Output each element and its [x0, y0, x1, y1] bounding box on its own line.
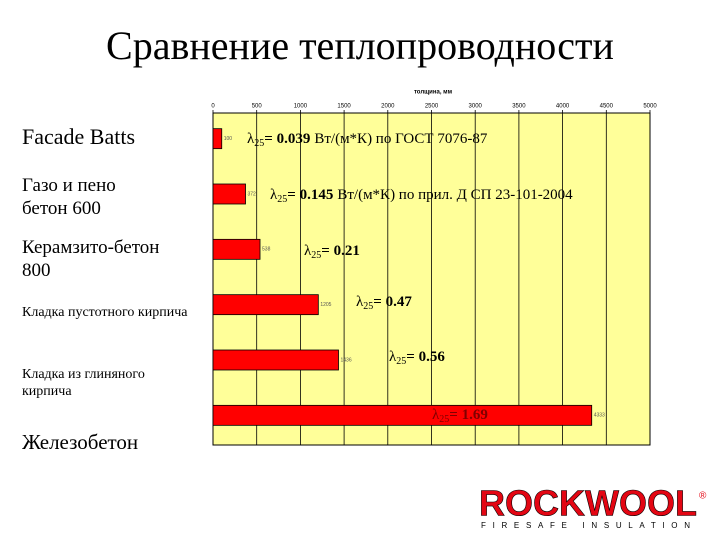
x-tick-label: 4500 — [600, 104, 614, 110]
value: = 0.56 — [406, 349, 445, 365]
value-label: 538 — [262, 247, 271, 253]
subscript: 25 — [311, 250, 321, 261]
x-tick-label: 1500 — [337, 104, 351, 110]
x-tick-label: 1000 — [294, 104, 308, 110]
logo-mark: ® — [699, 491, 707, 502]
subscript: 25 — [396, 356, 406, 367]
lambda: λ — [270, 187, 278, 203]
bar — [212, 404, 593, 426]
category-label: Кладка из глиняного кирпича — [22, 367, 145, 399]
subscript: 25 — [439, 414, 449, 425]
x-tick-label: 0 — [211, 104, 215, 110]
lambda: λ — [356, 294, 364, 310]
category-label: Керамзито-бетон 800 — [22, 237, 160, 281]
category-label: Кладка пустотного кирпича — [22, 305, 188, 320]
annotation: λ25= 0.56 — [389, 349, 445, 367]
subscript: 25 — [363, 301, 373, 312]
value-label: 100 — [224, 136, 233, 142]
subscript: 25 — [254, 138, 264, 149]
value-label: 4333 — [594, 413, 605, 419]
bar — [212, 183, 246, 205]
value: = 0.145 — [287, 187, 333, 203]
annotation: λ25= 1.69 — [432, 407, 488, 425]
value-label: 1436 — [341, 357, 352, 363]
x-tick-label: 5000 — [643, 104, 657, 110]
x-tick-label: 3500 — [512, 104, 526, 110]
bar — [212, 294, 319, 316]
logo-tagline: FIRESAFE INSULATION — [481, 521, 695, 530]
subscript: 25 — [277, 194, 287, 205]
lambda: λ — [389, 349, 397, 365]
value-label: 372 — [248, 191, 257, 197]
lambda: λ — [247, 131, 255, 147]
x-tick-label: 500 — [252, 104, 263, 110]
value: = 0.21 — [321, 243, 360, 259]
bar — [212, 128, 223, 150]
category-label: Facade Batts — [22, 124, 136, 149]
lambda: λ — [304, 243, 312, 259]
annotation: λ25= 0.039 Вт/(м*К) по ГОСТ 7076-87 — [247, 131, 488, 149]
bar — [212, 238, 261, 260]
value: = 0.039 — [264, 131, 310, 147]
bar — [212, 349, 339, 371]
value: = 0.47 — [373, 294, 412, 310]
slide-title: Сравнение теплопроводности — [106, 23, 614, 68]
x-tick-label: 3000 — [469, 104, 483, 110]
x-axis-label: толщина, мм — [414, 90, 453, 96]
logo-brand: ROCKWOOL — [479, 483, 697, 524]
note: Вт/(м*К) по ГОСТ 7076-87 — [314, 131, 487, 147]
annotation: λ25= 0.145 Вт/(м*К) по прил. Д СП 23-101-… — [270, 187, 573, 205]
x-tick-label: 2000 — [381, 104, 395, 110]
value-label: 1205 — [320, 302, 331, 308]
note: Вт/(м*К) по прил. Д СП 23-101-2004 — [337, 187, 573, 203]
annotation: λ25= 0.21 — [304, 243, 360, 261]
x-tick-label: 2500 — [425, 104, 439, 110]
lambda: λ — [432, 407, 440, 423]
value: = 1.69 — [449, 407, 488, 423]
x-tick-label: 4000 — [556, 104, 570, 110]
category-label: Железобетон — [22, 430, 139, 454]
category-label: Газо и пено бетон 600 — [22, 175, 116, 219]
annotation: λ25= 0.47 — [356, 294, 412, 312]
